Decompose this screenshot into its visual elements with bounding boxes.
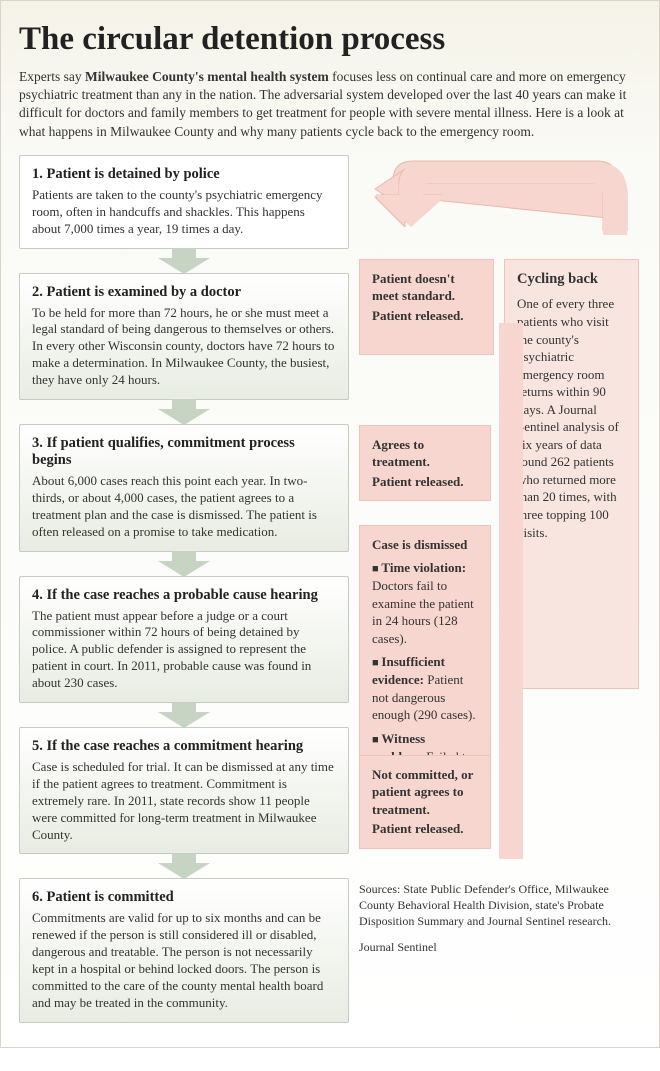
step-4-body: The patient must appear before a judge o… [32,608,336,692]
outcome-nc-line1: Not committed, or patient agrees to trea… [372,766,478,819]
loop-arrow-top [359,155,639,231]
down-arrow-icon [154,551,214,577]
down-arrow-icon [154,702,214,728]
intro-bold: Milwaukee County's mental health system [85,69,329,84]
step-5-title: 5. If the case reaches a commitment hear… [32,738,336,755]
step-6: 6. Patient is committed Commitments are … [19,878,349,1022]
dismiss-title: Case is dismissed [372,537,467,552]
down-arrow-icon [154,248,214,274]
step-4: 4. If the case reaches a probable cause … [19,576,349,703]
intro-paragraph: Experts say Milwaukee County's mental he… [19,68,641,141]
outcome-agrees-line2: Patient released. [372,473,478,491]
dismiss-item-1: Time violation: Doctors fail to examine … [372,559,478,647]
sources-text: Sources: State Public Defender's Office,… [359,881,639,930]
sources: Sources: State Public Defender's Office,… [359,881,639,956]
down-arrow-icon [154,399,214,425]
outcome-nc-line2: Patient released. [372,820,478,838]
down-arrow-icon [154,853,214,879]
dismiss-item-2: Insufficient evidence: Patient not dange… [372,653,478,723]
infographic-container: The circular detention process Experts s… [0,0,660,1048]
step-4-title: 4. If the case reaches a probable cause … [32,587,336,604]
step-5: 5. If the case reaches a commitment hear… [19,727,349,854]
outcome-agrees: Agrees to treatment. Patient released. [359,425,491,502]
step-3-title: 3. If patient qualifies, commitment proc… [32,435,336,469]
step-3: 3. If patient qualifies, commitment proc… [19,424,349,552]
cycling-body: One of every three patients who visit th… [517,295,626,541]
publication: Journal Sentinel [359,939,639,955]
cycling-title: Cycling back [517,270,626,290]
step-6-body: Commitments are valid for up to six mont… [32,910,336,1011]
step-2: 2. Patient is examined by a doctor To be… [19,273,349,400]
outcome-agrees-line1: Agrees to treatment. [372,436,478,471]
outcome-not-committed: Not committed, or patient agrees to trea… [359,755,491,849]
intro-pre: Experts say [19,69,85,84]
step-5-body: Case is scheduled for trial. It can be d… [32,759,336,843]
step-3-body: About 6,000 cases reach this point each … [32,473,336,541]
steps-column: 1. Patient is detained by police Patient… [19,155,349,1023]
step-2-body: To be held for more than 72 hours, he or… [32,305,336,389]
outcome-no-standard-line1: Patient doesn't meet standard. [372,270,481,305]
page-title: The circular detention process [19,21,641,58]
step-2-title: 2. Patient is examined by a doctor [32,284,336,301]
outcome-no-standard: Patient doesn't meet standard. Patient r… [359,259,494,355]
step-6-title: 6. Patient is committed [32,889,336,906]
cycling-vertical-bar [499,323,523,859]
outcome-no-standard-line2: Patient released. [372,307,481,325]
cycling-back-box: Cycling back One of every three patients… [504,259,639,689]
